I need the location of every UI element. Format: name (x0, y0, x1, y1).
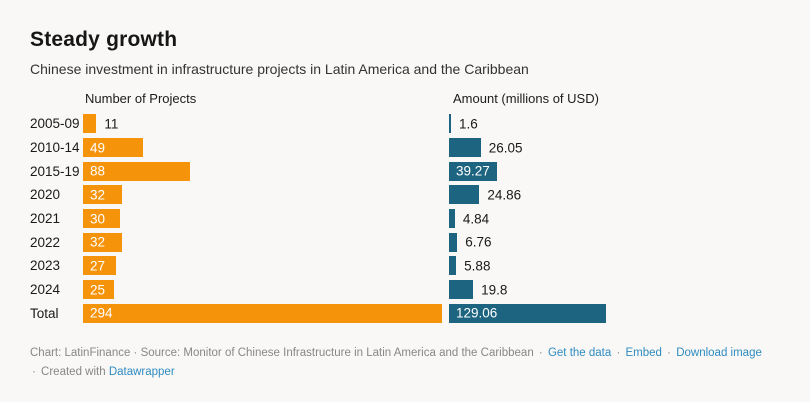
bar-value-label: 294 (90, 305, 113, 321)
projects-bar-cell: 25 (83, 280, 449, 300)
bar-value-label: 11 (104, 116, 119, 132)
bar-value-label: 26.05 (488, 140, 523, 156)
projects-bar-cell: 88 (83, 161, 449, 181)
bar-value-label: 32 (90, 187, 106, 203)
chart-container: Steady growth Chinese investment in infr… (30, 28, 780, 381)
projects-bar-cell: 27 (83, 256, 449, 276)
row-label: 2021 (30, 211, 61, 227)
column-header-projects: Number of Projects (85, 91, 197, 106)
column-headers: Number of Projects Amount (millions of U… (30, 91, 780, 106)
projects-bar: 32 (83, 185, 123, 205)
amount-bar-cell: 19.8 (449, 280, 780, 300)
get-the-data-link[interactable]: Get the data (547, 347, 612, 360)
projects-bar: 32 (83, 232, 123, 252)
amount-bar-cell: 26.05 (449, 138, 780, 158)
bar-value-label: 19.8 (481, 282, 508, 298)
bar-chart-grid: 2005-09 11 1.6 2010-14 49 26.05 2015-19 … (30, 112, 780, 325)
row-label-total: Total (30, 305, 59, 321)
column-header-amount: Amount (millions of USD) (453, 91, 599, 106)
bar-value-label: 27 (90, 258, 106, 274)
amount-bar: 1.6 (449, 114, 478, 134)
bar-value-label: 4.84 (462, 211, 490, 227)
projects-bar: 30 (83, 209, 120, 229)
embed-link[interactable]: Embed (625, 347, 662, 360)
bar-value-label: 24.86 (487, 187, 522, 203)
amount-bar-cell: 4.84 (449, 209, 780, 229)
projects-bar-cell: 49 (83, 138, 449, 158)
projects-total-bar: 294 (83, 303, 442, 323)
projects-bar: 11 (83, 114, 118, 134)
attribution-footer: Chart: LatinFinance · Source: Monitor of… (30, 344, 772, 381)
amount-bar: 26.05 (449, 138, 523, 158)
footer-separator: · (667, 347, 671, 360)
projects-bar-cell: 30 (83, 209, 449, 229)
datawrapper-link[interactable]: Datawrapper (108, 365, 175, 378)
amount-bar: 6.76 (449, 232, 492, 252)
amount-bar-cell: 6.76 (449, 232, 780, 252)
amount-bar: 39.27 (449, 161, 497, 181)
amount-bar-cell: 5.88 (449, 256, 780, 276)
amount-bar-cell: 39.27 (449, 161, 780, 181)
projects-bar: 88 (83, 161, 191, 181)
projects-bar-cell: 294 (83, 303, 449, 323)
bar-value-label: 1.6 (459, 116, 478, 132)
amount-bar: 24.86 (449, 185, 521, 205)
amount-bar-cell: 129.06 (449, 303, 780, 323)
amount-bar: 19.8 (449, 280, 507, 300)
row-label: 2020 (30, 187, 61, 203)
projects-bar: 49 (83, 138, 143, 158)
amount-bar-cell: 1.6 (449, 114, 780, 134)
bar-value-label: 32 (90, 234, 106, 250)
footer-credit-source: Chart: LatinFinance · Source: Monitor of… (30, 347, 534, 360)
projects-bar-cell: 32 (83, 232, 449, 252)
bar-value-label: 39.27 (456, 163, 490, 179)
amount-total-bar: 129.06 (449, 303, 607, 323)
row-label: 2023 (30, 258, 61, 274)
row-label: 2005-09 (30, 116, 80, 132)
row-label: 2022 (30, 234, 61, 250)
bar-value-label: 88 (90, 163, 106, 179)
page-subtitle: Chinese investment in infrastructure pro… (30, 61, 529, 77)
projects-bar: 27 (83, 256, 116, 276)
bar-value-label: 6.76 (465, 234, 492, 250)
bar-value-label: 49 (90, 140, 106, 156)
bar-value-label: 129.06 (456, 305, 498, 321)
bar-value-label: 30 (90, 211, 106, 227)
download-image-link[interactable]: Download image (676, 347, 762, 360)
row-label: 2015-19 (30, 163, 80, 179)
bar-value-label: 5.88 (464, 258, 491, 274)
bar-value-label: 25 (90, 282, 106, 298)
footer-separator: · (32, 365, 36, 378)
amount-bar: 5.88 (449, 256, 490, 276)
amount-bar-cell: 24.86 (449, 185, 780, 205)
row-label: 2024 (30, 282, 61, 298)
projects-bar-cell: 11 (83, 114, 449, 134)
projects-bar: 25 (83, 280, 114, 300)
page-title: Steady growth (30, 28, 178, 51)
created-with-label: Created with (41, 365, 106, 378)
row-label: 2010-14 (30, 140, 80, 156)
header-spacer (30, 91, 83, 106)
footer-separator: · (538, 347, 543, 360)
footer-separator: · (616, 347, 621, 360)
projects-bar-cell: 32 (83, 185, 449, 205)
amount-bar: 4.84 (449, 209, 489, 229)
